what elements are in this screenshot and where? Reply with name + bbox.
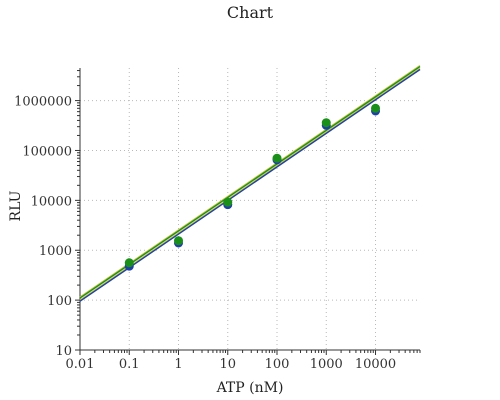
x-tick-label: 1 — [174, 357, 182, 372]
fit-line — [79, 68, 421, 302]
y-tick-label: 1000000 — [14, 95, 72, 110]
x-tick-label: 0.01 — [66, 357, 95, 372]
x-axis-label: ATP (nM) — [216, 380, 284, 396]
axes — [75, 68, 421, 355]
x-tick-label: 10 — [219, 357, 236, 372]
y-tick-label: 10000 — [31, 194, 72, 209]
x-tick-label: 0.1 — [119, 357, 140, 372]
data-point — [371, 103, 381, 113]
chart-title: Chart — [227, 3, 274, 22]
data-point — [321, 118, 331, 128]
y-axis-label: RLU — [8, 190, 24, 221]
fit-lines — [79, 65, 421, 302]
data-point — [174, 236, 184, 246]
fit-line-highlight — [79, 67, 421, 301]
y-tick-label: 10 — [55, 344, 72, 359]
data-point — [272, 153, 282, 163]
data-points — [124, 103, 381, 271]
y-tick-label: 1000 — [39, 244, 72, 259]
data-point — [124, 258, 134, 268]
grid — [80, 68, 420, 350]
x-tick-label: 100 — [265, 357, 290, 372]
x-tick-label: 1000 — [310, 357, 343, 372]
y-tick-label: 100 — [47, 294, 72, 309]
y-tick-label: 100000 — [22, 144, 72, 159]
fit-line — [79, 66, 421, 299]
fit-line-highlight — [79, 65, 421, 298]
data-point — [223, 197, 233, 207]
tick-labels: 0.01 0.1 1 10 100 1000 10000 10 100 1000 10000 1000… — [14, 95, 396, 372]
x-tick-label: 10000 — [355, 357, 396, 372]
